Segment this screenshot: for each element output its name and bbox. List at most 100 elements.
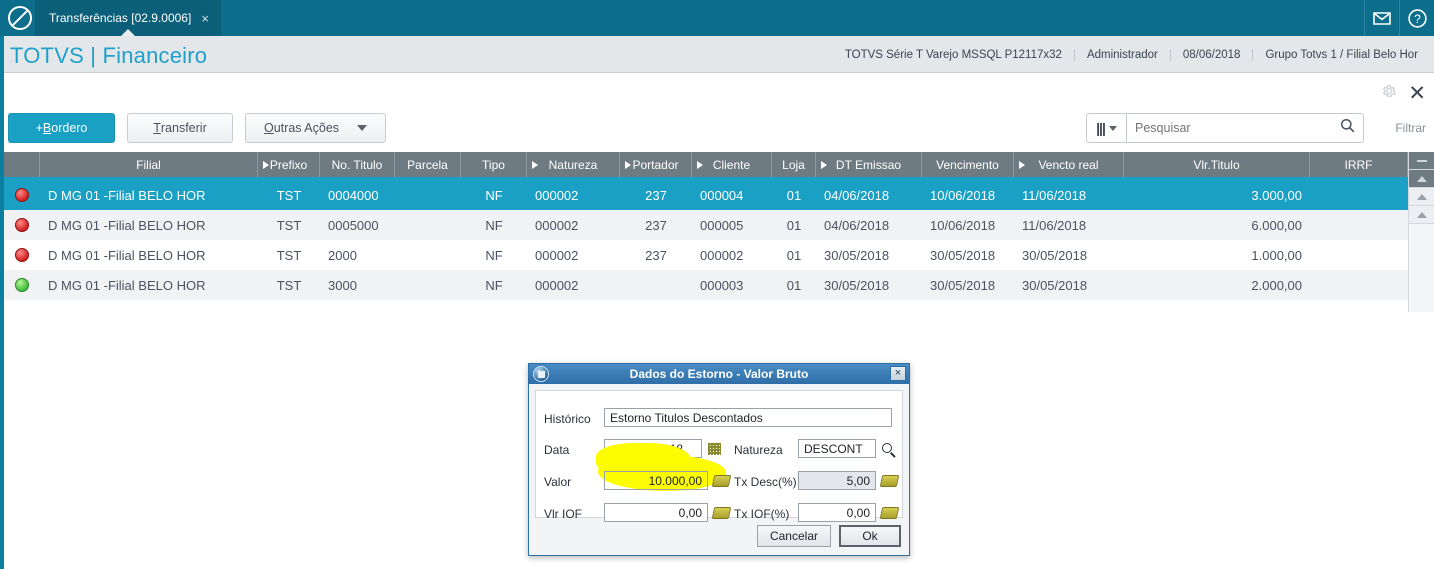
close-icon[interactable]: ✕ — [1408, 82, 1426, 105]
gear-icon[interactable] — [1382, 84, 1397, 103]
calendar-icon[interactable] — [708, 443, 721, 455]
table-cell: 237 — [645, 187, 667, 203]
table-row[interactable]: D MG 01 -Filial BELO HOR TST 3000 NF 000002 0… — [4, 270, 1408, 300]
historico-label: Histórico — [544, 412, 591, 426]
table-cell: TST — [276, 217, 302, 233]
transferir-mnemonic: T — [153, 121, 161, 135]
grid-header-filial[interactable]: Filial — [40, 152, 258, 177]
grid-header-tipo[interactable]: Tipo — [461, 152, 527, 177]
vertical-scrollbar[interactable] — [1408, 152, 1434, 312]
dialog-footer: Cancelar Ok — [756, 525, 901, 547]
table-cell: D MG 01 -Filial BELO HOR — [48, 277, 206, 293]
table-cell: 0005000 — [328, 217, 379, 233]
estorno-dialog: Dados do Estorno - Valor Bruto × Históri… — [528, 363, 910, 556]
table-row[interactable]: D MG 01 -Filial BELO HOR TST 0005000 NF 0000… — [4, 210, 1408, 240]
help-icon[interactable]: ? — [1399, 0, 1434, 36]
natureza-search-icon[interactable] — [882, 443, 892, 453]
tab-close-icon[interactable]: × — [201, 10, 209, 26]
tx-iof-calculator-icon[interactable] — [879, 507, 900, 519]
grid-header-prefixo[interactable]: Prefixo — [258, 152, 320, 177]
scroll-step-1[interactable] — [1409, 188, 1434, 206]
table-cell: 000003 — [700, 277, 744, 293]
grid-header-no-titulo[interactable]: No. Titulo — [320, 152, 395, 177]
table-row[interactable]: D MG 01 -Filial BELO HOR TST 0004000 NF 0000… — [4, 180, 1408, 210]
valor-input[interactable]: 10.000,00 — [604, 471, 708, 490]
table-cell: 6.000,00 — [1251, 217, 1302, 233]
table-cell: 000005 — [700, 217, 744, 233]
table-cell: 0004000 — [328, 187, 379, 203]
grid-header-irrf[interactable]: IRRF — [1310, 152, 1408, 177]
table-cell: 000002 — [535, 187, 579, 203]
search-bar: ||| — [1086, 113, 1364, 143]
tab-pointer — [119, 29, 136, 37]
grid-body: D MG 01 -Filial BELO HOR TST 0004000 NF 0000… — [4, 180, 1408, 300]
search-icon[interactable] — [1340, 118, 1355, 138]
row-status-indicator — [4, 278, 40, 292]
table-cell: D MG 01 -Filial BELO HOR — [48, 187, 206, 203]
table-cell: 30/05/2018 — [1022, 247, 1088, 263]
data-label: Data — [544, 443, 570, 457]
cancel-button[interactable]: Cancelar — [756, 525, 831, 547]
grid-header-vencimento[interactable]: Vencimento — [922, 152, 1014, 177]
chevron-down-icon — [357, 125, 368, 131]
grid-header-cliente[interactable]: Cliente — [692, 152, 772, 177]
grid-header-natureza[interactable]: Natureza — [527, 152, 620, 177]
filtrar-link[interactable]: Filtrar — [1395, 121, 1426, 135]
status-led-red-icon — [15, 188, 29, 202]
grid-header-status[interactable] — [4, 152, 40, 177]
grid-header-label: Vencimento — [936, 157, 999, 172]
grid-header-vencto-real[interactable]: Vencto real — [1014, 152, 1124, 177]
grid-header-label: Tipo — [482, 157, 505, 172]
historico-input[interactable]: Estorno Titulos Descontados — [604, 408, 892, 427]
table-cell: 01 — [786, 277, 802, 293]
table-cell: 1.000,00 — [1251, 247, 1302, 263]
tx-iof-input[interactable]: 0,00 — [798, 503, 876, 522]
search-input[interactable] — [1135, 121, 1340, 135]
table-cell: NF — [485, 187, 503, 203]
dialog-close-icon[interactable]: × — [890, 366, 906, 381]
table-row[interactable]: D MG 01 -Filial BELO HOR TST 2000 NF 000002 2… — [4, 240, 1408, 270]
table-cell: 237 — [645, 247, 667, 263]
dialog-title-bar[interactable]: Dados do Estorno - Valor Bruto × — [529, 364, 909, 384]
table-cell: 000002 — [535, 247, 579, 263]
session-date: 08/06/2018 — [1169, 48, 1253, 61]
table-cell: 237 — [645, 217, 667, 233]
table-cell: 30/05/2018 — [1022, 277, 1088, 293]
tx-desc-input[interactable]: 5,00 — [798, 471, 876, 490]
totvs-logo-icon[interactable] — [8, 6, 32, 30]
scroll-step-2[interactable] — [1409, 206, 1434, 224]
grid-header-dt-emissao[interactable]: DT Emissao — [816, 152, 922, 177]
mail-icon[interactable] — [1364, 0, 1399, 36]
table-cell: 01 — [786, 187, 802, 203]
table-cell: 000002 — [700, 247, 744, 263]
table-cell: 2.000,00 — [1251, 277, 1302, 293]
grid-header-parcela[interactable]: Parcela — [395, 152, 461, 177]
vlr-iof-calculator-icon[interactable] — [711, 507, 732, 519]
outras-acoes-rest: utras Ações — [273, 121, 340, 135]
grid-header-portador[interactable]: Portador — [620, 152, 692, 177]
sort-arrow-icon — [1019, 160, 1025, 169]
bordero-mnemonic: B — [42, 121, 52, 135]
vlr-iof-input[interactable]: 0,00 — [604, 503, 708, 522]
grid-header-vlr-titulo[interactable]: Vlr.Titulo — [1124, 152, 1310, 177]
scroll-track-top[interactable] — [1409, 152, 1434, 170]
grid-header-label: Natureza — [548, 157, 598, 172]
search-mode-selector[interactable]: ||| — [1086, 113, 1126, 143]
chevron-down-icon — [1108, 125, 1117, 131]
valor-calculator-icon[interactable] — [711, 475, 732, 487]
tab-transferencias[interactable]: Transferências [02.9.0006] × — [35, 0, 222, 37]
table-cell: 01 — [786, 247, 802, 263]
grid-header-loja[interactable]: Loja — [772, 152, 816, 177]
scroll-up-button[interactable] — [1409, 170, 1434, 188]
natureza-input[interactable]: DESCONT — [798, 439, 876, 458]
tx-desc-calculator-icon[interactable] — [879, 475, 900, 487]
table-cell: 3000 — [328, 277, 357, 293]
search-input-container[interactable] — [1126, 113, 1364, 143]
dialog-body: Histórico Estorno Titulos Descontados Da… — [535, 390, 903, 522]
ok-button[interactable]: Ok — [839, 525, 901, 547]
